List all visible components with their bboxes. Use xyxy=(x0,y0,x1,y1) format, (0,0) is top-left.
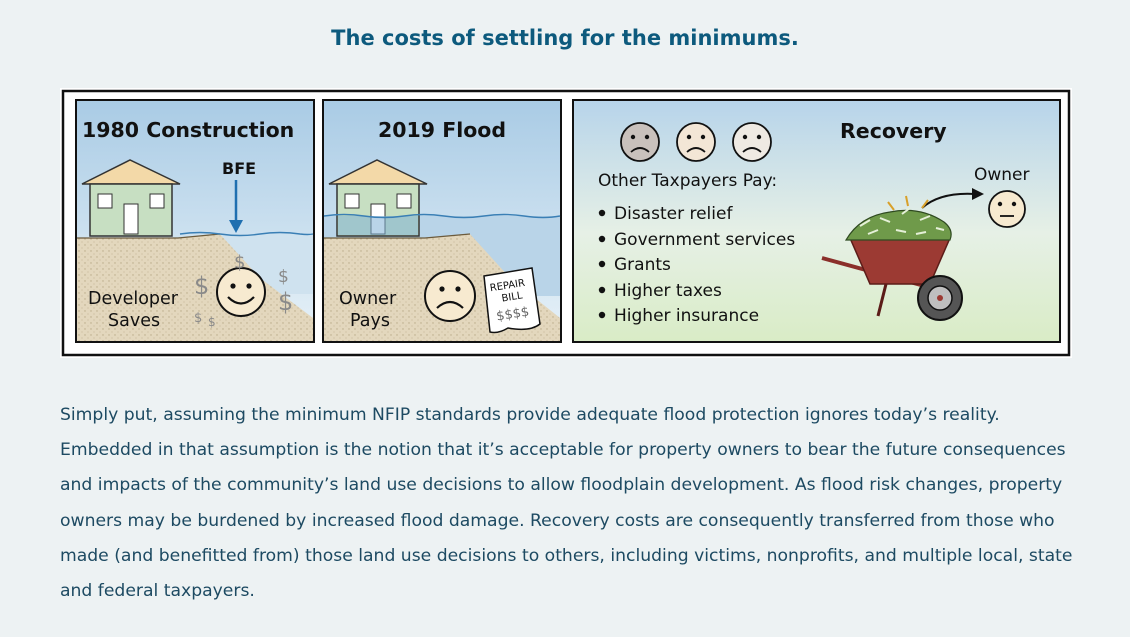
page-title: The costs of settling for the minimums. xyxy=(331,26,799,50)
svg-text:$: $ xyxy=(194,272,209,300)
owner-neutral-face-icon xyxy=(988,190,1026,228)
bfe-label: BFE xyxy=(222,159,256,178)
taxpayer-sad-face-icon xyxy=(732,122,772,162)
svg-text:$: $ xyxy=(194,311,202,326)
comic-figure: $ $ $ $ $ $ 1980 Construction BFE Develo… xyxy=(60,88,1072,358)
owner-label: Owner xyxy=(974,165,1030,185)
panel-recovery-title: Recovery xyxy=(840,119,947,143)
wheelbarrow-money-icon xyxy=(821,195,963,321)
taxpayer-sad-face-icon xyxy=(676,122,716,162)
panel-1980-title: 1980 Construction xyxy=(82,118,294,142)
arrow-to-owner-icon xyxy=(921,188,984,209)
developer-caption-line2: Saves xyxy=(108,311,160,331)
happy-face-icon xyxy=(216,267,266,317)
flooded-house-icon xyxy=(328,159,428,237)
sad-face-icon xyxy=(424,270,476,322)
list-item: Disaster relief xyxy=(614,204,733,224)
repair-bill-line3: $$$$ xyxy=(495,305,530,325)
svg-text:$: $ xyxy=(208,315,216,329)
dollar-signs-icon: $ $ $ $ $ $ xyxy=(194,252,293,329)
repair-bill-line1: REPAIR xyxy=(489,278,526,294)
body-paragraph: Simply put, assuming the minimum NFIP st… xyxy=(60,405,1073,602)
panel-1980-construction: $ $ $ $ $ $ xyxy=(75,99,315,343)
repair-bill-line2: BILL xyxy=(501,290,524,304)
svg-text:$: $ xyxy=(278,288,293,316)
house-icon xyxy=(81,159,181,237)
panel-2019-title: 2019 Flood xyxy=(378,118,506,142)
panel-recovery xyxy=(572,99,1061,343)
list-item: Higher taxes xyxy=(614,281,722,301)
list-item: Higher insurance xyxy=(614,306,759,326)
list-item: Government services xyxy=(614,230,795,250)
svg-text:$: $ xyxy=(278,267,289,287)
taxpayers-subtitle: Other Taxpayers Pay: xyxy=(598,171,777,191)
bfe-arrow-icon xyxy=(229,180,243,233)
developer-caption-line1: Developer xyxy=(88,289,179,309)
panel-2019-flood xyxy=(322,99,562,343)
svg-text:$: $ xyxy=(234,252,245,273)
bullet-icon xyxy=(598,209,606,319)
owner-caption-line2: Pays xyxy=(350,311,390,331)
repair-bill-icon xyxy=(483,267,541,334)
owner-caption-line1: Owner xyxy=(339,289,397,309)
list-item: Grants xyxy=(614,255,671,275)
taxpayer-sad-face-icon xyxy=(620,122,660,162)
